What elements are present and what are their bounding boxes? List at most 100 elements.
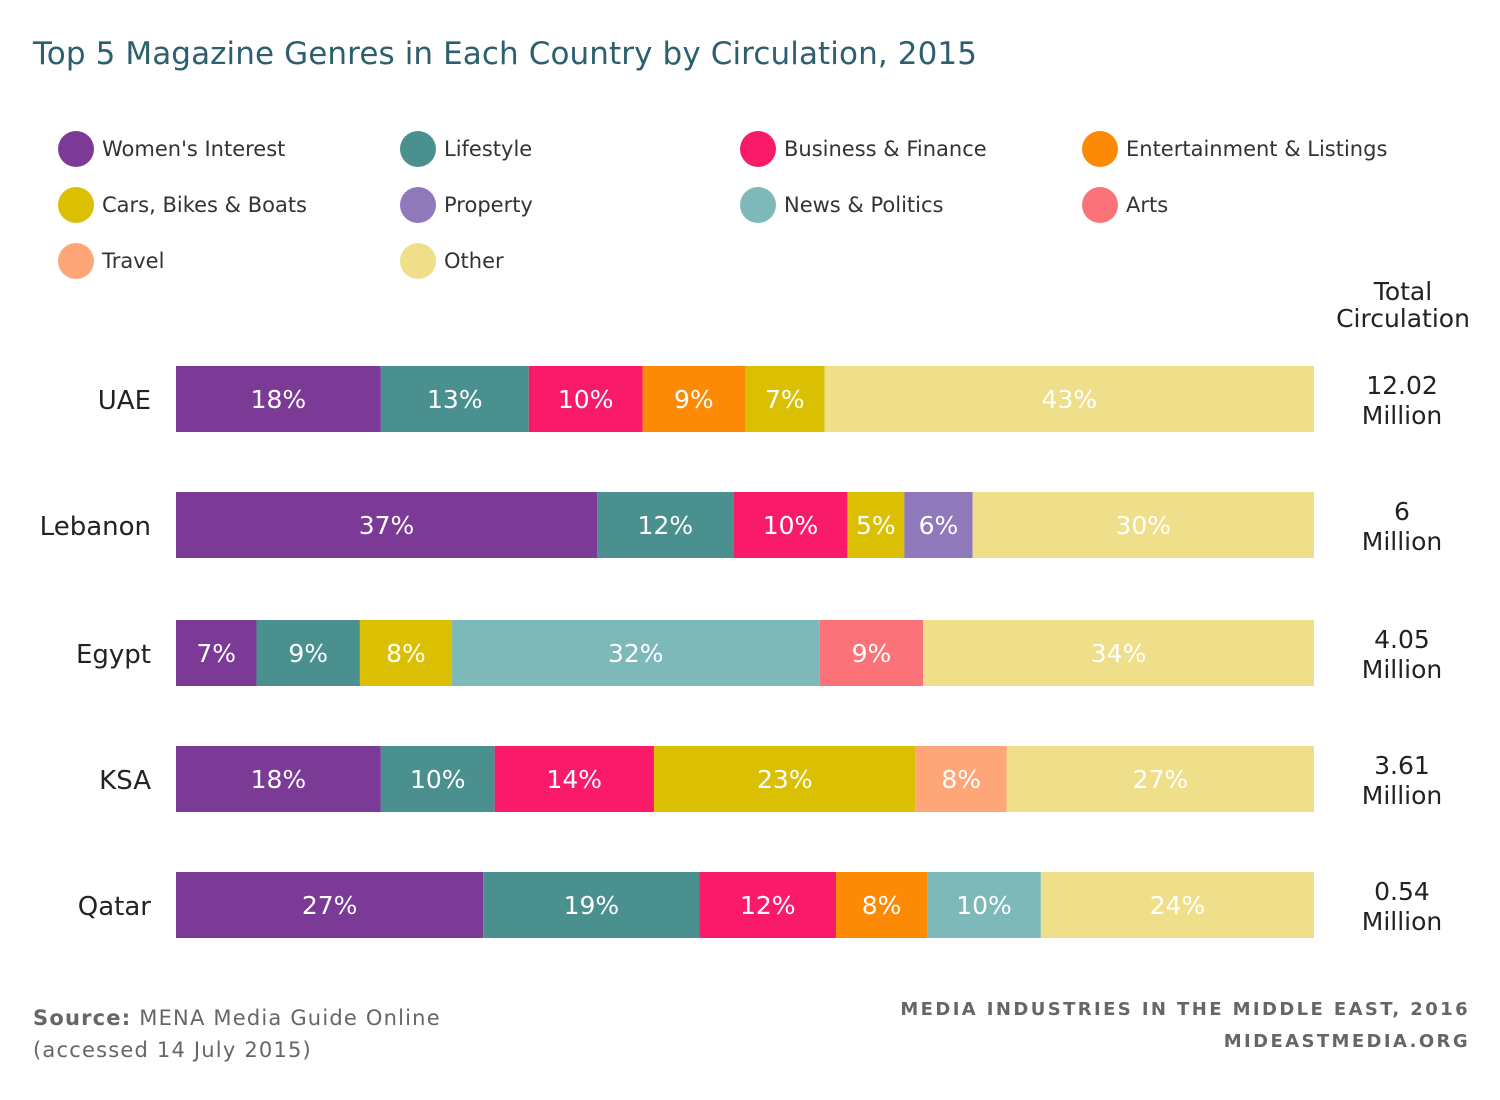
legend-item-cars-bikes-and-boats: Cars, Bikes & Boats — [58, 186, 307, 224]
legend-item-business-and-finance: Business & Finance — [740, 130, 987, 168]
bar-segment-news-and-politics — [927, 872, 1041, 938]
legend-swatch — [1082, 131, 1118, 167]
total-circulation-unit: Million — [1362, 527, 1443, 556]
bar-segment-entertainment-and-listings — [836, 872, 928, 938]
legend-label: Cars, Bikes & Boats — [102, 193, 307, 217]
bar-value-label: 18% — [251, 765, 307, 794]
bar-value-label: 6% — [919, 511, 959, 540]
legend-item-news-and-politics: News & Politics — [740, 186, 943, 224]
country-label: Qatar — [78, 892, 152, 922]
legend-swatch — [400, 243, 436, 279]
legend-label: News & Politics — [784, 193, 944, 217]
bar-segment-lifestyle — [380, 746, 495, 812]
total-circulation-value: 12.02 — [1366, 371, 1438, 400]
legend-swatch — [740, 187, 776, 223]
bar-segment-cars-bikes-and-boats — [745, 366, 825, 432]
bar-value-label: 19% — [564, 891, 620, 920]
legend-label: Business & Finance — [784, 137, 987, 161]
bar-segment-other — [824, 366, 1314, 432]
credit-line-2: MIDEASTMEDIA.ORG — [1223, 1031, 1470, 1052]
credit-line-1: MEDIA INDUSTRIES IN THE MIDDLE EAST, 201… — [900, 999, 1470, 1020]
total-circulation-value: 3.61 — [1374, 751, 1430, 780]
country-label: Egypt — [76, 640, 151, 670]
country-label: UAE — [98, 386, 151, 416]
bar-value-label: 37% — [359, 511, 415, 540]
bar-value-label: 27% — [302, 891, 358, 920]
bar-value-label: 43% — [1042, 385, 1098, 414]
legend-item-arts: Arts — [1082, 186, 1168, 224]
total-circulation-unit: Million — [1362, 781, 1443, 810]
bar-value-label: 10% — [410, 765, 466, 794]
legend-label: Property — [444, 193, 533, 217]
bar-segment-news-and-politics — [451, 620, 820, 686]
bar-value-label: 30% — [1116, 511, 1172, 540]
legend-swatch — [1082, 187, 1118, 223]
bar-segment-lifestyle — [483, 872, 700, 938]
bar-value-label: 10% — [558, 385, 614, 414]
legend-label: Arts — [1126, 193, 1169, 217]
bar-segment-women-s-interest — [176, 366, 381, 432]
bar-value-label: 23% — [757, 765, 813, 794]
total-circulation-unit: Million — [1362, 655, 1443, 684]
total-circulation-value: 0.54 — [1374, 877, 1430, 906]
bar-segment-lifestyle — [256, 620, 360, 686]
bar-value-label: 5% — [856, 511, 896, 540]
bar-value-label: 9% — [674, 385, 714, 414]
bar-segment-business-and-finance — [733, 492, 848, 558]
chart-title: Top 5 Magazine Genres in Each Country by… — [33, 36, 978, 72]
total-circulation-unit: Million — [1362, 907, 1443, 936]
legend-swatch — [58, 187, 94, 223]
country-label: Lebanon — [40, 512, 151, 542]
bar-segment-women-s-interest — [176, 872, 484, 938]
bar-value-label: 32% — [608, 639, 664, 668]
bar-value-label: 10% — [956, 891, 1012, 920]
legend-item-property: Property — [400, 186, 533, 224]
bar-segment-cars-bikes-and-boats — [653, 746, 916, 812]
legend-label: Travel — [102, 249, 165, 273]
bar-segment-cars-bikes-and-boats — [359, 620, 452, 686]
source-label: Source: — [33, 1006, 132, 1030]
bar-segment-women-s-interest — [176, 746, 381, 812]
legend-item-women-s-interest: Women's Interest — [58, 130, 285, 168]
bar-value-label: 8% — [386, 639, 426, 668]
bar-segment-entertainment-and-listings — [642, 366, 745, 432]
total-circulation-unit: Million — [1362, 401, 1443, 430]
bar-value-label: 8% — [862, 891, 902, 920]
source-text: MENA Media Guide Online — [139, 1006, 441, 1030]
legend-label: Lifestyle — [444, 137, 533, 161]
bar-segment-business-and-finance — [699, 872, 837, 938]
legend-label: Other — [444, 249, 504, 273]
legend-swatch — [58, 243, 94, 279]
bar-value-label: 13% — [427, 385, 483, 414]
bar-value-label: 12% — [638, 511, 694, 540]
bar-segment-women-s-interest — [176, 620, 257, 686]
country-label: KSA — [99, 766, 151, 796]
bar-value-label: 7% — [765, 385, 805, 414]
bar-segment-lifestyle — [597, 492, 734, 558]
bar-segment-arts — [819, 620, 924, 686]
total-circulation-header: Total Circulation — [1336, 277, 1470, 333]
bar-segment-cars-bikes-and-boats — [847, 492, 905, 558]
legend-item-entertainment-and-listings: Entertainment & Listings — [1082, 130, 1387, 168]
bar-value-label: 9% — [288, 639, 328, 668]
legend-swatch — [740, 131, 776, 167]
legend-swatch — [400, 131, 436, 167]
bar-value-label: 7% — [196, 639, 236, 668]
bar-segment-other — [1040, 872, 1314, 938]
bar-value-label: 34% — [1091, 639, 1147, 668]
bar-segment-other — [1006, 746, 1314, 812]
bar-value-label: 27% — [1133, 765, 1189, 794]
bar-segment-travel — [915, 746, 1007, 812]
bar-segment-lifestyle — [380, 366, 529, 432]
bar-value-label: 9% — [852, 639, 892, 668]
bar-segment-women-s-interest — [176, 492, 598, 558]
bar-segment-business-and-finance — [528, 366, 643, 432]
bar-segment-other — [923, 620, 1314, 686]
legend-item-travel: Travel — [58, 242, 164, 280]
